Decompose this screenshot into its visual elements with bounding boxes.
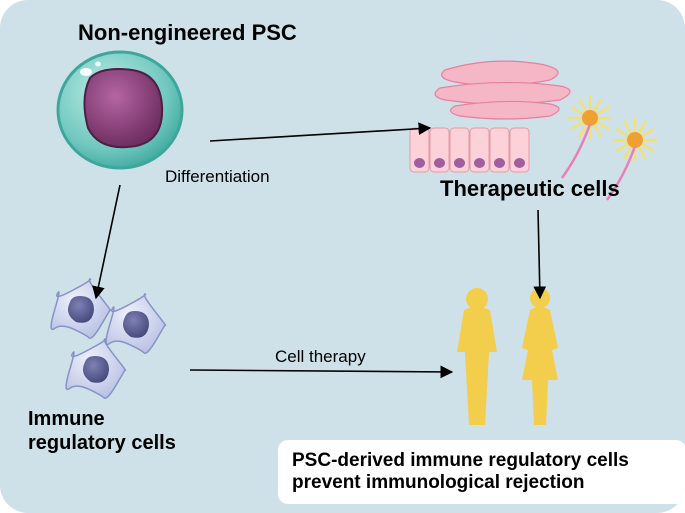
diagram-canvas: Non-engineered PSC Differentiation [0,0,685,513]
arrows-layer [0,0,685,513]
